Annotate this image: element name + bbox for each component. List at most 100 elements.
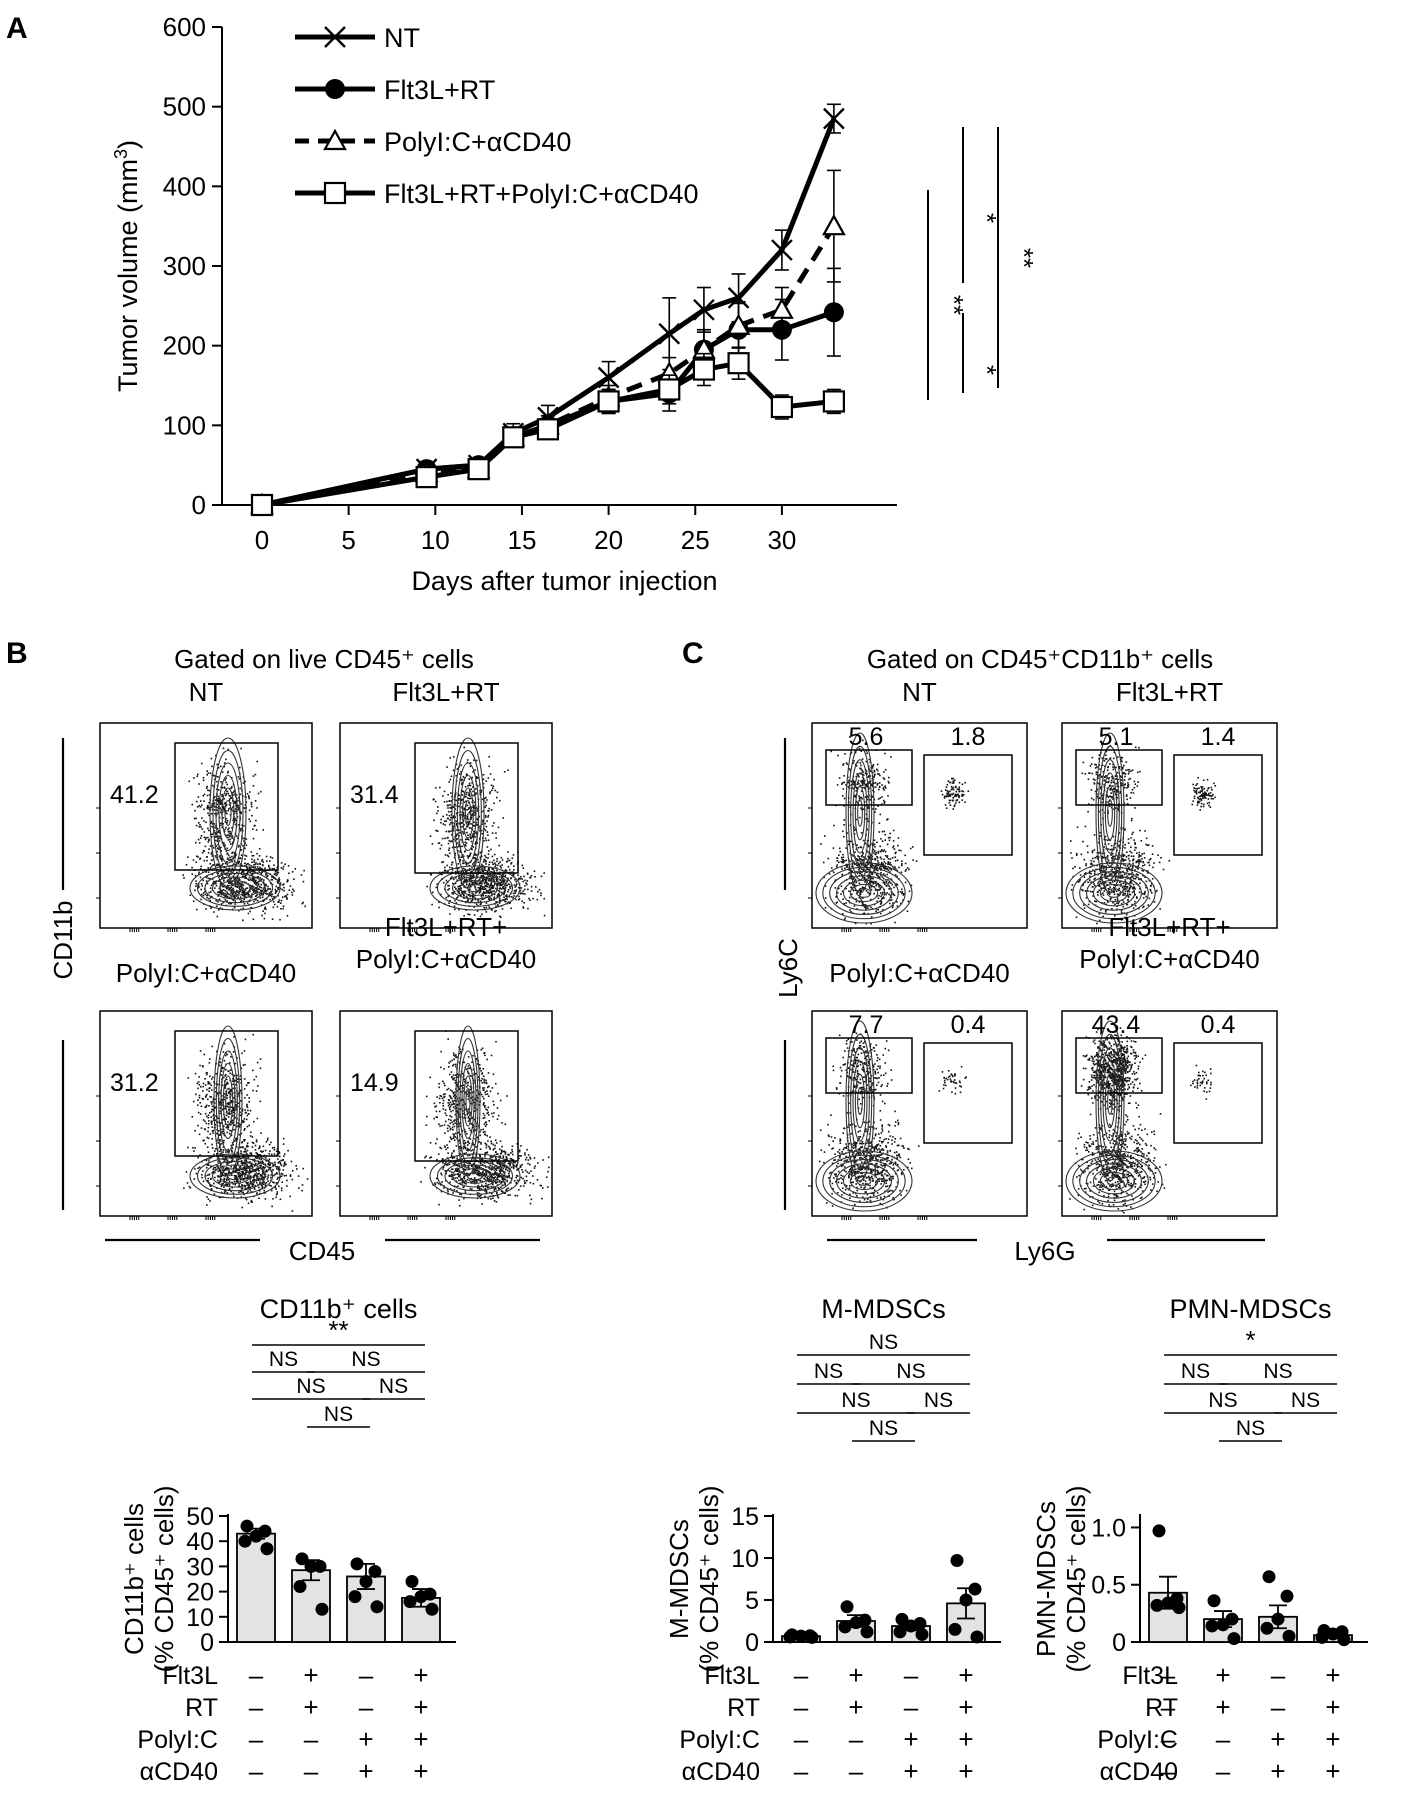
contour-line: [465, 1087, 471, 1115]
x-tick-label: 20: [594, 525, 623, 555]
data-point: [313, 1559, 327, 1573]
contour-line: [463, 1075, 473, 1127]
scatter-dots: [1190, 1064, 1212, 1100]
plot-frame: [339, 722, 553, 929]
treatment-sign: –: [249, 1692, 264, 1722]
treatment-sign: +: [413, 1692, 428, 1722]
treatment-sign: –: [904, 1692, 919, 1722]
y-tick-label: 15: [731, 1503, 759, 1531]
data-point: [536, 418, 560, 441]
plot-frame: [1061, 722, 1278, 929]
data-point: [904, 1619, 918, 1633]
data-point: [260, 1542, 274, 1556]
contour-line: [857, 799, 863, 827]
y-tick-label: 0: [200, 1629, 214, 1657]
contour-line: [849, 883, 879, 903]
data-point: [415, 466, 438, 489]
significance-label: **: [939, 295, 969, 315]
x-tick-label: 25: [681, 525, 710, 555]
data-point: [1227, 1632, 1241, 1646]
treatment-sign: –: [249, 1756, 264, 1786]
data-point: [822, 213, 846, 236]
m-mdsc-gate: [1075, 1037, 1163, 1094]
x-tick-label: 30: [767, 525, 796, 555]
contour-line: [1079, 871, 1149, 915]
bar-chart-title: PMN-MDSCs: [1170, 1294, 1332, 1324]
cd11b-flow-plot-1: 31.4 Flt3L+RT: [336, 677, 553, 932]
contour-line: [847, 745, 873, 881]
contour-line: [196, 1157, 274, 1195]
contour-line: [1107, 799, 1113, 827]
data-point: [840, 1600, 854, 1614]
data-point: [249, 1529, 263, 1543]
ly6c-flow-plot-1: 5.1 1.4 Flt3L+RT: [1058, 677, 1278, 932]
data-point: [693, 298, 715, 321]
data-point: [970, 1630, 984, 1644]
cd11b-flow-plot-3: 14.9 Flt3L+RT+PolyI:C+αCD40: [336, 912, 553, 1220]
data-point: [948, 1622, 962, 1636]
y-tick-label: 5: [745, 1587, 759, 1615]
y-tick-label: 1.0: [1091, 1514, 1126, 1542]
gate-percentage: 31.4: [350, 781, 399, 809]
bar-chart-title: CD11b⁺ cells: [260, 1294, 418, 1324]
contour-line: [1100, 1047, 1120, 1155]
treatment-sign: +: [903, 1756, 918, 1786]
data-point: [822, 390, 845, 413]
y-tick-label: 10: [731, 1545, 759, 1573]
x-tick-label: 10: [421, 525, 450, 555]
treatment-sign: +: [303, 1660, 318, 1690]
data-point: [1262, 1570, 1276, 1584]
contour-line: [842, 879, 886, 907]
contour-line: [847, 1033, 873, 1169]
legend: NT Flt3L+RT PolyI:C+αCD40 Flt3L+RT+PolyI:C+…: [295, 23, 699, 209]
x-axis-title: Days after tumor injection: [411, 566, 717, 596]
cd11b-flow-plot-0: 41.2 NT: [96, 677, 313, 932]
plot-frame: [1061, 1010, 1278, 1217]
plot-frame: [811, 722, 1028, 929]
contour-line: [212, 749, 244, 877]
significance-label: NS: [269, 1348, 298, 1371]
data-point: [368, 1564, 382, 1578]
contour-line: [204, 872, 266, 904]
contour-line: [822, 866, 906, 920]
significance-label: NS: [324, 1403, 353, 1426]
data-point: [1205, 1619, 1219, 1633]
treatment-sign: +: [303, 1692, 318, 1722]
contour-line: [189, 1153, 281, 1199]
treatment-sign: +: [1325, 1660, 1340, 1690]
contour-line: [1106, 888, 1122, 898]
contour-line: [220, 1062, 236, 1140]
pmn-mdsc-gate: [923, 1042, 1013, 1144]
contour-line: [1104, 1073, 1116, 1129]
y-tick-label: 400: [163, 171, 206, 201]
treatment-sign: +: [1325, 1724, 1340, 1754]
contour-line: [854, 785, 866, 841]
y-axis-title: Tumor volume (mm3): [111, 140, 143, 392]
contour-line: [845, 1020, 875, 1182]
data-point: [293, 1580, 307, 1594]
m-mdsc-percentage: 5.6: [849, 723, 884, 751]
treatment-sign: –: [1161, 1756, 1176, 1786]
contour-line: [1072, 866, 1156, 920]
data-point: [860, 1625, 874, 1639]
m-mdsc-gate: [1075, 749, 1163, 806]
contour-line: [462, 787, 474, 839]
significance-label: NS: [841, 1389, 870, 1412]
legend-marker: [324, 26, 346, 48]
significance-label: NS: [1181, 1360, 1210, 1383]
contour-line: [215, 762, 241, 864]
treatment-label: Flt3L: [1122, 1662, 1178, 1690]
data-point: [370, 1600, 384, 1614]
panel-label-b: B: [6, 637, 28, 670]
contour-line: [451, 737, 485, 889]
data-point: [771, 239, 793, 261]
legend-marker: [325, 79, 345, 99]
treatment-sign: –: [1271, 1660, 1286, 1690]
treatment-sign: +: [1325, 1692, 1340, 1722]
data-point: [794, 1629, 808, 1643]
pmn-mdsc-percentage: 0.4: [1201, 1011, 1236, 1039]
series-0: [251, 103, 845, 516]
contour-line: [849, 1171, 879, 1191]
plot-title: PolyI:C+αCD40: [116, 958, 297, 988]
